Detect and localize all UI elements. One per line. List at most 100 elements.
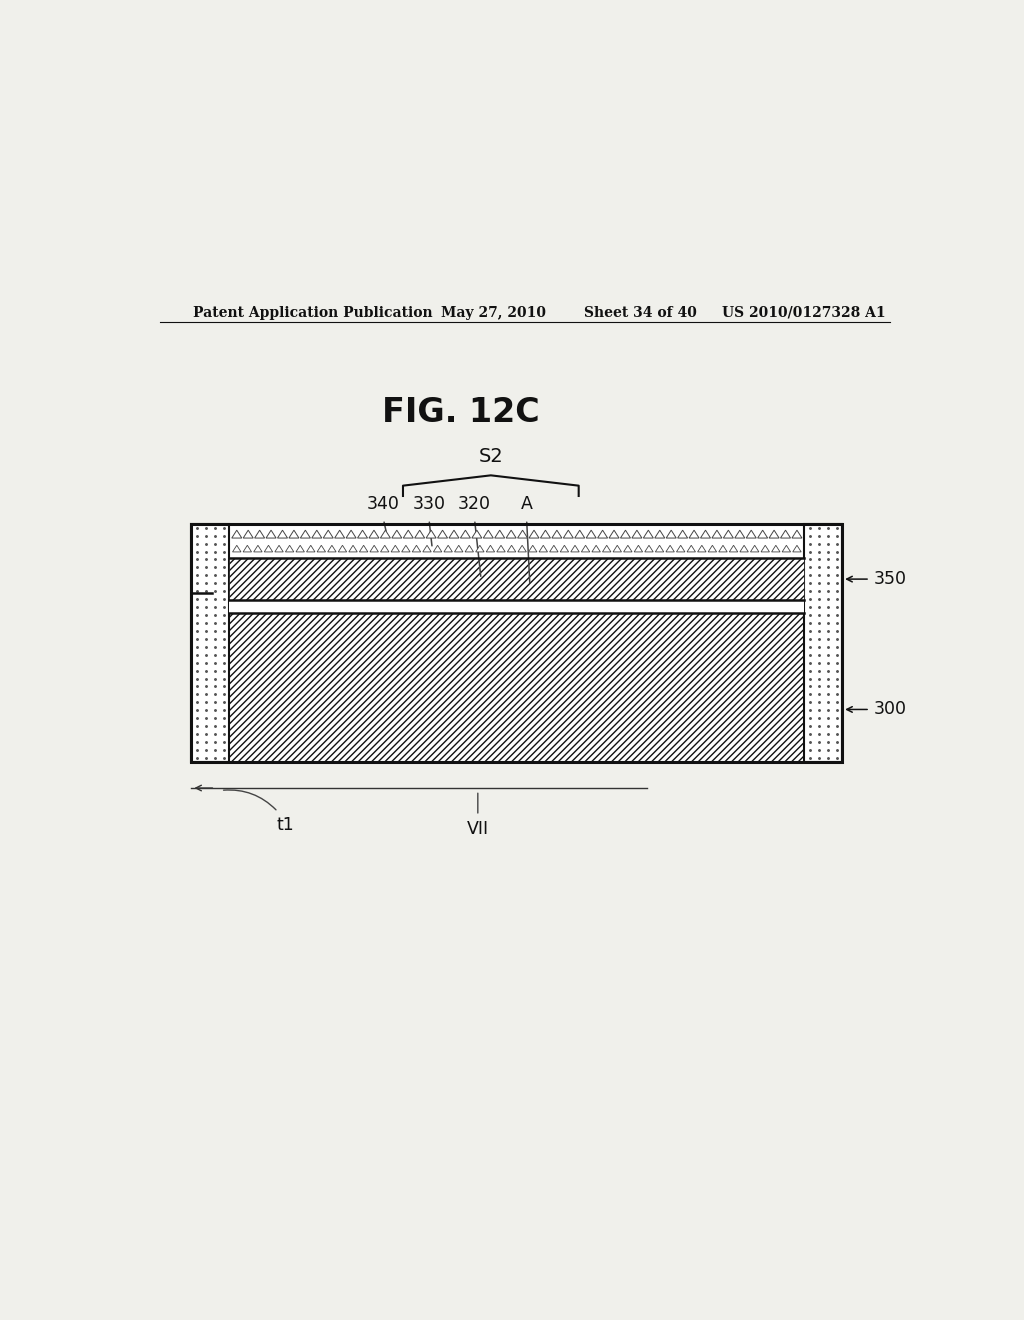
Polygon shape xyxy=(793,545,801,552)
Polygon shape xyxy=(655,545,664,552)
Polygon shape xyxy=(472,531,482,539)
Polygon shape xyxy=(243,545,252,552)
Polygon shape xyxy=(433,545,441,552)
Polygon shape xyxy=(286,545,294,552)
Polygon shape xyxy=(349,545,357,552)
Polygon shape xyxy=(735,531,744,539)
Polygon shape xyxy=(624,545,632,552)
Polygon shape xyxy=(697,545,707,552)
Polygon shape xyxy=(369,531,379,539)
Polygon shape xyxy=(476,545,484,552)
Text: US 2010/0127328 A1: US 2010/0127328 A1 xyxy=(722,305,885,319)
Polygon shape xyxy=(592,545,600,552)
Text: 320: 320 xyxy=(458,495,492,513)
Polygon shape xyxy=(586,531,596,539)
Polygon shape xyxy=(324,531,333,539)
Polygon shape xyxy=(359,545,368,552)
Polygon shape xyxy=(255,531,264,539)
Polygon shape xyxy=(401,545,410,552)
Polygon shape xyxy=(317,545,326,552)
Polygon shape xyxy=(229,524,805,558)
Polygon shape xyxy=(497,545,505,552)
Text: A: A xyxy=(520,495,532,513)
Polygon shape xyxy=(687,545,695,552)
Polygon shape xyxy=(518,545,526,552)
Polygon shape xyxy=(746,531,757,539)
Text: Patent Application Publication: Patent Application Publication xyxy=(194,305,433,319)
Polygon shape xyxy=(758,531,768,539)
Text: FIG. 12C: FIG. 12C xyxy=(382,396,541,429)
Polygon shape xyxy=(751,545,759,552)
Polygon shape xyxy=(483,531,494,539)
Polygon shape xyxy=(805,524,842,762)
Polygon shape xyxy=(415,531,425,539)
Polygon shape xyxy=(370,545,379,552)
Polygon shape xyxy=(229,599,805,612)
Polygon shape xyxy=(346,531,356,539)
Polygon shape xyxy=(772,545,780,552)
Polygon shape xyxy=(634,545,643,552)
Polygon shape xyxy=(455,545,463,552)
Polygon shape xyxy=(300,531,310,539)
Polygon shape xyxy=(289,531,299,539)
Polygon shape xyxy=(539,545,548,552)
Polygon shape xyxy=(677,545,685,552)
Polygon shape xyxy=(552,531,562,539)
Polygon shape xyxy=(254,545,262,552)
Text: 300: 300 xyxy=(873,701,907,718)
Polygon shape xyxy=(769,531,779,539)
Polygon shape xyxy=(465,545,473,552)
Polygon shape xyxy=(380,531,390,539)
Polygon shape xyxy=(550,545,558,552)
Polygon shape xyxy=(782,545,791,552)
Polygon shape xyxy=(621,531,631,539)
Text: Sheet 34 of 40: Sheet 34 of 40 xyxy=(585,305,697,319)
Polygon shape xyxy=(274,545,284,552)
Polygon shape xyxy=(541,531,551,539)
Text: 330: 330 xyxy=(413,495,445,513)
Polygon shape xyxy=(413,545,421,552)
Polygon shape xyxy=(570,545,580,552)
Polygon shape xyxy=(437,531,447,539)
Polygon shape xyxy=(266,531,276,539)
Polygon shape xyxy=(391,545,399,552)
Polygon shape xyxy=(486,545,495,552)
Polygon shape xyxy=(645,545,653,552)
Polygon shape xyxy=(517,531,527,539)
Polygon shape xyxy=(613,545,622,552)
Polygon shape xyxy=(506,531,516,539)
Polygon shape xyxy=(761,545,769,552)
Polygon shape xyxy=(643,531,653,539)
Polygon shape xyxy=(602,545,611,552)
Polygon shape xyxy=(780,531,791,539)
Polygon shape xyxy=(338,545,347,552)
Polygon shape xyxy=(528,545,537,552)
Polygon shape xyxy=(264,545,272,552)
Polygon shape xyxy=(666,545,675,552)
Polygon shape xyxy=(560,545,568,552)
Polygon shape xyxy=(403,531,414,539)
Polygon shape xyxy=(792,531,802,539)
Polygon shape xyxy=(306,545,315,552)
Polygon shape xyxy=(243,531,253,539)
Polygon shape xyxy=(689,531,699,539)
Polygon shape xyxy=(426,531,436,539)
Polygon shape xyxy=(507,545,516,552)
Polygon shape xyxy=(444,545,453,552)
Polygon shape xyxy=(495,531,505,539)
Polygon shape xyxy=(729,545,737,552)
Polygon shape xyxy=(719,545,727,552)
Polygon shape xyxy=(700,531,711,539)
Polygon shape xyxy=(335,531,345,539)
Polygon shape xyxy=(423,545,431,552)
Polygon shape xyxy=(357,531,368,539)
Text: VII: VII xyxy=(467,820,488,838)
Text: t1: t1 xyxy=(276,816,295,834)
Polygon shape xyxy=(529,531,539,539)
Text: S2: S2 xyxy=(478,446,503,466)
Polygon shape xyxy=(667,531,676,539)
Polygon shape xyxy=(582,545,590,552)
Text: 350: 350 xyxy=(873,570,907,589)
Polygon shape xyxy=(723,531,733,539)
Polygon shape xyxy=(229,558,805,599)
